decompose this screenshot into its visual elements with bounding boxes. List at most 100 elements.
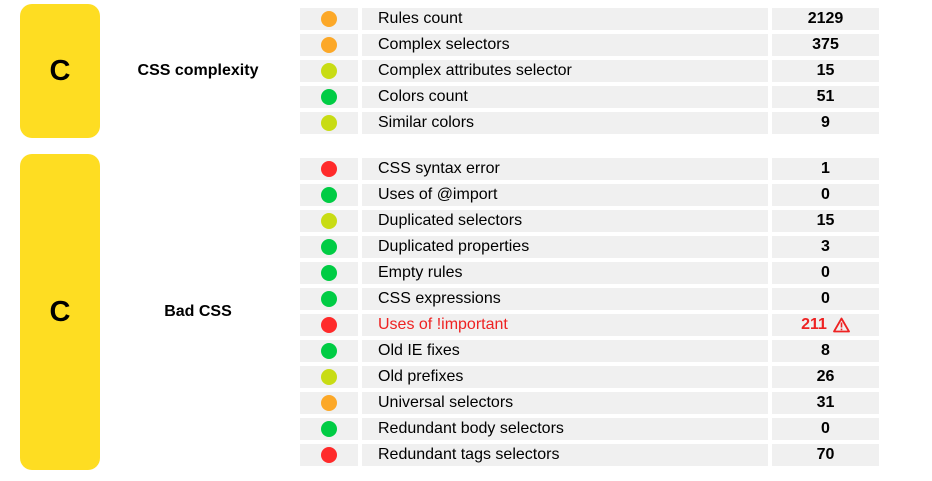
status-dot-green: [321, 187, 337, 203]
table-row: Redundant body selectors 0: [300, 418, 879, 444]
metric-label: Uses of !important: [362, 314, 768, 336]
status-cell: [300, 340, 358, 362]
metric-value: 9: [821, 114, 830, 131]
section-bad-css: C Bad CSS CSS syntax error 1 Uses of @impo…: [0, 154, 932, 470]
table-row: CSS syntax error 1: [300, 158, 879, 184]
status-cell: [300, 418, 358, 440]
metric-value: 2129: [807, 10, 844, 27]
table-row: Duplicated selectors 15: [300, 210, 879, 236]
table-row: Old prefixes 26: [300, 366, 879, 392]
metrics-list: CSS syntax error 1 Uses of @import 0 Duplica…: [300, 158, 879, 470]
table-row: Empty rules 0: [300, 262, 879, 288]
status-cell: [300, 366, 358, 388]
metric-value-cell: 15: [772, 210, 879, 232]
warning-triangle-icon: [833, 317, 850, 333]
status-cell: [300, 34, 358, 56]
metric-value-cell: 0: [772, 418, 879, 440]
metric-label: Redundant tags selectors: [362, 444, 768, 466]
metric-label: Duplicated selectors: [362, 210, 768, 232]
status-cell: [300, 210, 358, 232]
status-dot-red: [321, 447, 337, 463]
status-cell: [300, 314, 358, 336]
status-dot-green: [321, 291, 337, 307]
metric-value: 0: [821, 290, 830, 307]
status-dot-orange: [321, 11, 337, 27]
metric-value-cell: 8: [772, 340, 879, 362]
table-row: CSS expressions 0: [300, 288, 879, 314]
status-dot-green: [321, 343, 337, 359]
metric-value: 70: [816, 446, 835, 463]
metric-value-cell: 0: [772, 262, 879, 284]
metric-value: 8: [821, 342, 830, 359]
metric-label: Empty rules: [362, 262, 768, 284]
grade-letter: C: [49, 295, 71, 328]
section-css-complexity: C CSS complexity Rules count 2129 Complex …: [0, 4, 932, 138]
metric-label: Old prefixes: [362, 366, 768, 388]
metric-label: Old IE fixes: [362, 340, 768, 362]
status-cell: [300, 8, 358, 30]
section-title: Bad CSS: [164, 303, 232, 320]
status-dot-green: [321, 265, 337, 281]
metric-value: 211: [801, 316, 827, 333]
grade-badge: C: [20, 154, 100, 470]
grade-letter: C: [49, 54, 71, 87]
status-cell: [300, 60, 358, 82]
status-cell: [300, 112, 358, 134]
metric-label: Redundant body selectors: [362, 418, 768, 440]
metric-label: CSS syntax error: [362, 158, 768, 180]
status-cell: [300, 158, 358, 180]
table-row: Duplicated properties 3: [300, 236, 879, 262]
metric-label: Rules count: [362, 8, 768, 30]
metric-value: 26: [816, 368, 835, 385]
table-row: Similar colors 9: [300, 112, 879, 138]
metric-value: 375: [812, 36, 839, 53]
status-dot-green: [321, 89, 337, 105]
section-title: CSS complexity: [137, 62, 259, 79]
status-cell: [300, 86, 358, 108]
metric-value: 0: [821, 420, 830, 437]
status-cell: [300, 184, 358, 206]
metric-value-cell: 15: [772, 60, 879, 82]
table-row: Complex attributes selector 15: [300, 60, 879, 86]
status-dot-lime: [321, 63, 337, 79]
metric-value: 0: [821, 264, 830, 281]
status-cell: [300, 236, 358, 258]
metric-value-cell: 2129: [772, 8, 879, 30]
metric-value-cell: 0: [772, 288, 879, 310]
status-dot-green: [321, 239, 337, 255]
table-row: Colors count 51: [300, 86, 879, 112]
metric-label: Complex attributes selector: [362, 60, 768, 82]
metric-label: Complex selectors: [362, 34, 768, 56]
metric-value-cell: 3: [772, 236, 879, 258]
metric-value: 1: [821, 160, 830, 177]
status-cell: [300, 262, 358, 284]
metric-label: CSS expressions: [362, 288, 768, 310]
metric-label: Duplicated properties: [362, 236, 768, 258]
status-dot-red: [321, 317, 337, 333]
status-dot-orange: [321, 37, 337, 53]
metric-value-cell: 51: [772, 86, 879, 108]
status-cell: [300, 444, 358, 466]
metric-value: 15: [816, 212, 835, 229]
metric-value-cell: 1: [772, 158, 879, 180]
table-row: Old IE fixes 8: [300, 340, 879, 366]
grade-badge: C: [20, 4, 100, 138]
status-dot-lime: [321, 213, 337, 229]
metric-value-cell: 26: [772, 366, 879, 388]
table-row: Complex selectors 375: [300, 34, 879, 60]
metric-value: 31: [816, 394, 835, 411]
metric-label: Similar colors: [362, 112, 768, 134]
metric-value: 15: [816, 62, 835, 79]
status-cell: [300, 392, 358, 414]
status-dot-lime: [321, 369, 337, 385]
table-row: Uses of @import 0: [300, 184, 879, 210]
table-row: Universal selectors 31: [300, 392, 879, 418]
status-dot-red: [321, 161, 337, 177]
status-dot-green: [321, 421, 337, 437]
metric-label: Uses of @import: [362, 184, 768, 206]
metric-label: Colors count: [362, 86, 768, 108]
metric-value-cell: 9: [772, 112, 879, 134]
status-dot-lime: [321, 115, 337, 131]
metric-value-cell: 0: [772, 184, 879, 206]
status-cell: [300, 288, 358, 310]
